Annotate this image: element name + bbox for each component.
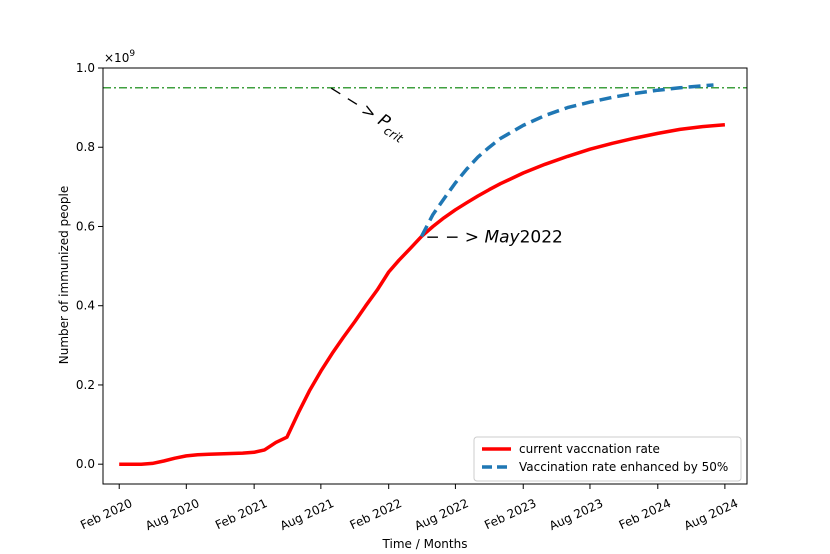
x-tick-label: Aug 2020 (143, 496, 201, 533)
y-tick-label: 0.4 (76, 299, 95, 313)
legend: current vaccnation rate Vaccination rate… (473, 436, 742, 482)
y-axis-ticks: 0.0 0.2 0.4 0.6 0.8 1.0 (76, 61, 103, 471)
plot-frame (102, 67, 748, 485)
y-tick-label: 0.2 (76, 378, 95, 392)
x-axis-title: Time / Months (382, 537, 468, 551)
x-tick-label: Feb 2020 (78, 496, 134, 532)
y-scale-base: ×10 (104, 51, 129, 65)
may-2022-label: − − > May2022 (425, 227, 562, 247)
x-tick-label: Aug 2023 (547, 496, 605, 533)
x-tick-label: Aug 2021 (278, 496, 336, 533)
plot-area (103, 83, 747, 466)
y-axis-title: Number of immunized people (57, 186, 71, 364)
x-tick-label: Feb 2023 (482, 496, 538, 532)
legend-label-current: current vaccnation rate (519, 442, 660, 456)
x-tick-label: Aug 2024 (682, 496, 740, 533)
series-layer (119, 83, 726, 466)
y-tick-label: 0.8 (76, 140, 95, 154)
x-axis-ticks: Feb 2020 Aug 2020 Feb 2021 Aug 2021 Feb 2022… (78, 484, 740, 533)
p-crit-label: − − > Pcrit (323, 79, 412, 146)
y-scale-exponent: 9 (129, 49, 135, 59)
y-tick-label: 0.6 (76, 219, 95, 233)
p-crit-annotation: − − > Pcrit (323, 79, 412, 146)
y-axis-scale-factor: ×109 (104, 49, 135, 65)
may-2022-annotation: − − > May2022 (425, 227, 562, 247)
x-tick-label: Feb 2021 (213, 496, 269, 532)
series-enhanced-line (419, 83, 714, 238)
x-tick-label: Feb 2022 (348, 496, 404, 532)
legend-label-enhanced: Vaccination rate enhanced by 50% (519, 460, 728, 474)
x-tick-label: Aug 2022 (412, 496, 470, 533)
series-current-line (119, 122, 726, 466)
legend-box (473, 436, 742, 482)
y-tick-label: 0.0 (76, 457, 95, 471)
x-tick-label: Feb 2024 (617, 496, 673, 532)
y-tick-label: 1.0 (76, 61, 95, 75)
